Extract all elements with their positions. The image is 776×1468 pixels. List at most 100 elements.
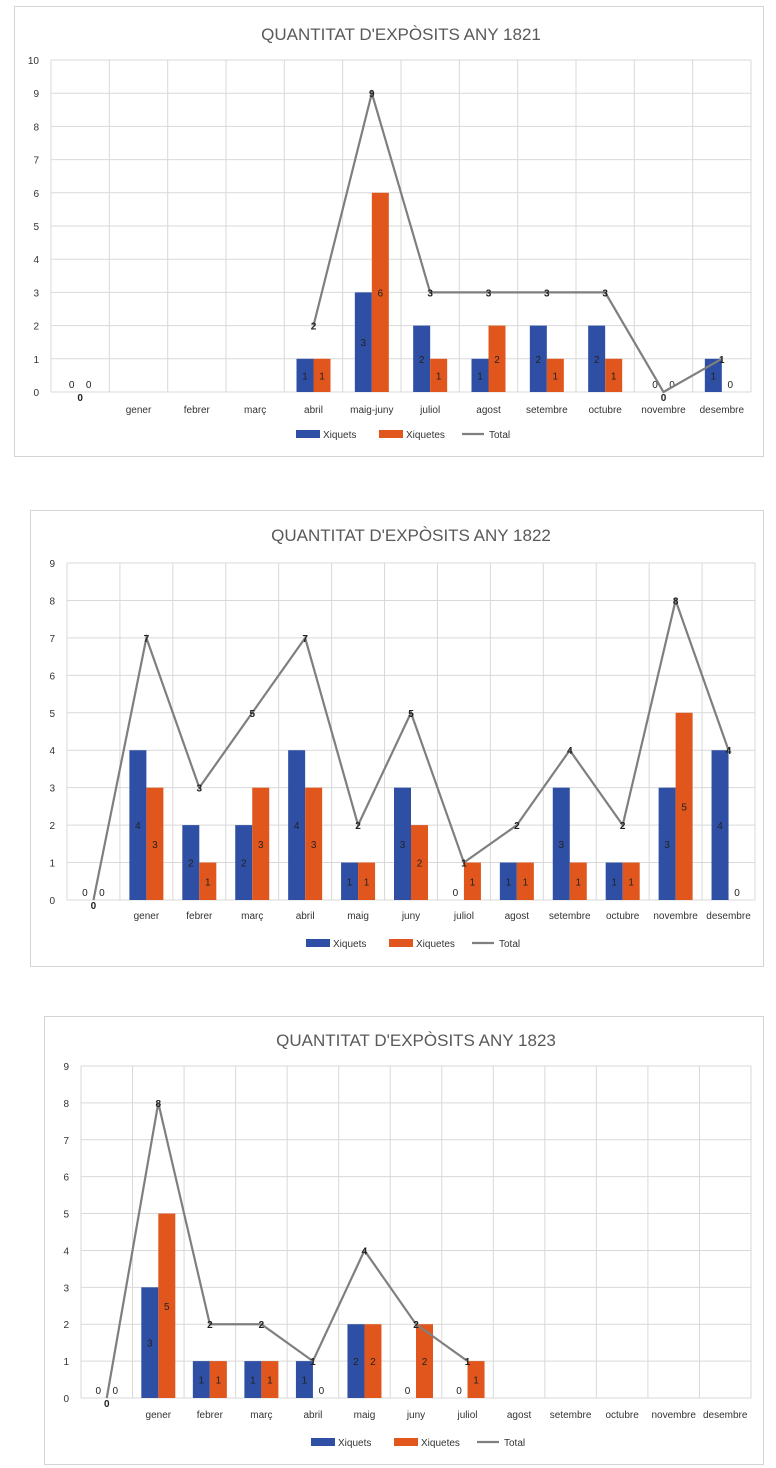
y-tick-label: 0 [33,388,39,399]
chart-panel-1821: QUANTITAT D'EXPÒSITS ANY 1821 0 1 2 3 4 5 6 7 8 9 1… [14,6,764,457]
legend-label-total: Total [504,1438,525,1449]
x-tick-label: novembre [651,1410,696,1421]
data-label-total: 0 [91,901,97,912]
bar-xiquets [552,787,570,900]
legend-label-xiquetes: Xiquetes [416,939,455,950]
data-label-total: 2 [207,1320,213,1331]
y-tick-label: 9 [49,559,55,570]
bar-xiquets [296,358,314,392]
data-label-total: 3 [197,784,203,795]
series-line-total [92,596,730,901]
legend-swatch-xiquets [306,939,330,947]
bar-xiquets [288,750,306,900]
x-tick-label: maig-juny [350,405,393,416]
x-tick-label: juny [406,1410,425,1421]
bar-xiquets [354,292,372,392]
y-tick-label: 1 [63,1357,69,1368]
data-label-xiquetes: 1 [470,877,476,888]
data-label-xiquets: 2 [188,859,194,870]
legend: Xiquets Xiquetes Total [306,939,520,950]
bar-xiquets [499,862,517,900]
y-tick-label: 9 [33,89,39,100]
bar-xiquetes [605,358,623,392]
x-tick-label: març [244,405,266,416]
data-label-xiquets: 3 [400,840,406,851]
chart-title: QUANTITAT D'EXPÒSITS ANY 1822 [271,526,551,545]
data-label-xiquets: 2 [594,355,600,366]
y-tick-label: 0 [63,1394,69,1405]
data-label-xiquetes: 2 [422,1357,428,1368]
data-label-xiquetes: 1 [267,1376,273,1387]
data-label-xiquetes: 6 [378,288,384,299]
chart-title: QUANTITAT D'EXPÒSITS ANY 1821 [261,25,541,44]
data-label-total: 2 [355,821,361,832]
legend-swatch-xiquetes [379,430,403,438]
y-tick-label: 1 [33,355,39,366]
data-label-xiquets: 2 [241,859,247,870]
legend-label-xiquets: Xiquets [338,1438,371,1449]
data-label-total: 8 [673,596,679,607]
bar-xiquetes [463,862,481,900]
data-label-xiquets: 1 [477,371,483,382]
legend: Xiquets Xiquetes Total [296,430,510,441]
bar-xiquetes [430,358,448,392]
data-label-xiquetes: 0 [734,888,740,899]
bar-xiquets [347,1324,365,1398]
data-label-xiquetes: 1 [553,371,559,382]
x-tick-label: desembre [703,1410,748,1421]
legend-label-xiquetes: Xiquetes [421,1438,460,1449]
data-label-total: 9 [369,89,375,100]
data-label-xiquetes: 0 [669,380,675,391]
legend-swatch-xiquets [311,1438,335,1446]
data-label-total: 0 [104,1399,110,1410]
data-label-total: 2 [413,1320,419,1331]
x-tick-label: gener [134,911,160,922]
bar-xiquets [244,1361,262,1398]
y-tick-label: 5 [49,709,55,720]
y-tick-label: 9 [63,1062,69,1073]
data-label-total: 3 [602,288,608,299]
bar-xiquetes [467,1361,485,1398]
x-tick-label: febrer [197,1410,224,1421]
data-label-xiquetes: 1 [205,877,211,888]
x-tick-label: novembre [641,405,686,416]
x-tick-label: octubre [606,911,640,922]
chart-1822: QUANTITAT D'EXPÒSITS ANY 18220123456789g… [49,526,756,950]
data-label-xiquets: 3 [147,1339,153,1350]
series-line-total [312,89,723,394]
x-tick-label: desembre [706,911,751,922]
x-tick-label: març [241,911,263,922]
legend-swatch-xiquetes [389,939,413,947]
bar-xiquets [605,862,623,900]
y-tick-label: 6 [49,671,55,682]
chart-panel-1822: QUANTITAT D'EXPÒSITS ANY 1822 0 1 2 3 4 5 6 7 8 9 g… [30,510,764,967]
data-label-xiquets: 1 [302,1376,308,1387]
bar-xiquetes [146,787,164,900]
bar-xiquetes [261,1361,279,1398]
data-label-total: 4 [567,746,573,757]
x-tick-label: agost [505,911,530,922]
data-label-total: 4 [726,746,732,757]
bar-xiquets [529,325,547,392]
data-label-xiquetes: 3 [258,840,264,851]
y-tick-label: 3 [49,784,55,795]
data-label-total: 2 [514,821,520,832]
data-label-total: 4 [362,1246,368,1257]
data-label-total: 3 [427,288,433,299]
bar-xiquetes [358,862,376,900]
data-label-total: 0 [661,393,667,404]
y-tick-label: 3 [33,288,39,299]
y-tick-label: 5 [33,222,39,233]
bar-xiquets [295,1361,313,1398]
data-label-xiquetes: 1 [611,371,617,382]
bar-xiquetes [209,1361,227,1398]
chart-1823: QUANTITAT D'EXPÒSITS ANY 18230123456789g… [63,1031,752,1449]
bar-xiquetes [569,862,587,900]
data-label-xiquets: 0 [69,380,75,391]
bar-xiquetes [416,1324,433,1398]
data-label-xiquetes: 2 [494,355,500,366]
x-tick-label: febrer [186,911,213,922]
data-label-total: 7 [144,634,150,645]
bar-xiquets [413,325,431,392]
series-line-total [105,1102,469,1399]
